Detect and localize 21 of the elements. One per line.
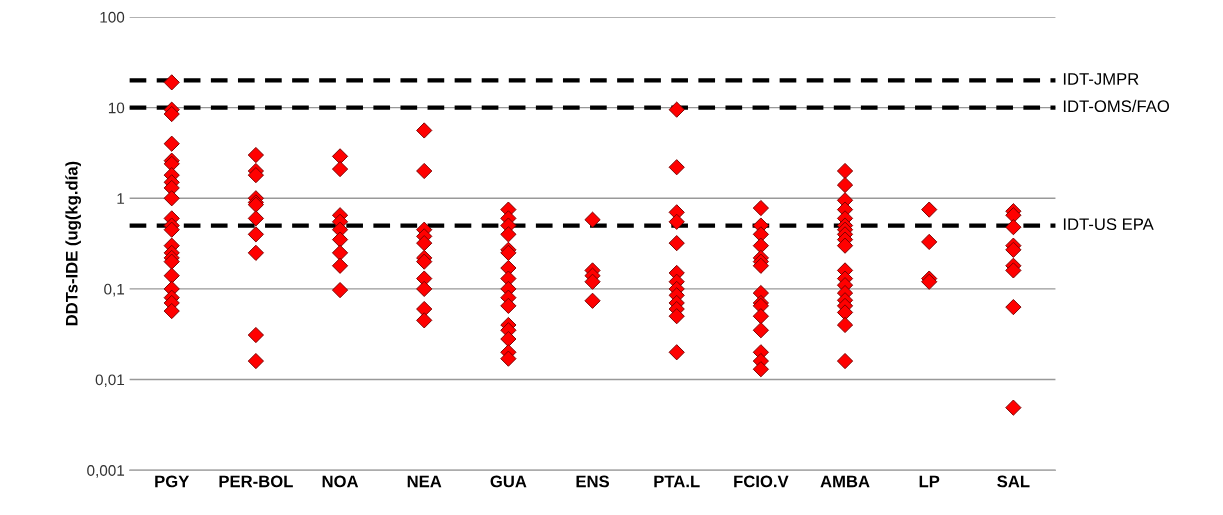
y-tick-label: 0,001 (87, 465, 125, 478)
y-axis-title: DDTs-IDE (ug(kg.día) (65, 161, 81, 326)
y-tick-label: 1 (117, 193, 125, 204)
ref-line-label: IDT-JMPR (1063, 73, 1139, 85)
x-tick-label: FCIO.V (734, 475, 789, 488)
x-tick-label: PER-BOL (219, 475, 293, 488)
x-tick-label: PGY (155, 475, 190, 488)
ref-line-label: IDT-US EPA (1063, 218, 1154, 231)
y-tick-label: 100 (100, 11, 125, 23)
y-tick-label: 10 (108, 102, 125, 114)
x-tick-label: AMBA (820, 475, 870, 488)
y-tick-label: 0,1 (104, 283, 125, 297)
x-tick-label: PTA.L (654, 475, 700, 488)
x-tick-label: SAL (997, 475, 1030, 488)
x-tick-label: ENS (576, 475, 610, 488)
x-tick-label: NEA (407, 475, 442, 488)
ref-line-label: IDT-OMS/FAO (1063, 99, 1170, 113)
x-tick-label: LP (919, 475, 940, 488)
x-tick-label: GUA (490, 475, 527, 488)
y-tick-label: 0,01 (95, 374, 125, 388)
x-tick-label: NOA (322, 475, 359, 488)
